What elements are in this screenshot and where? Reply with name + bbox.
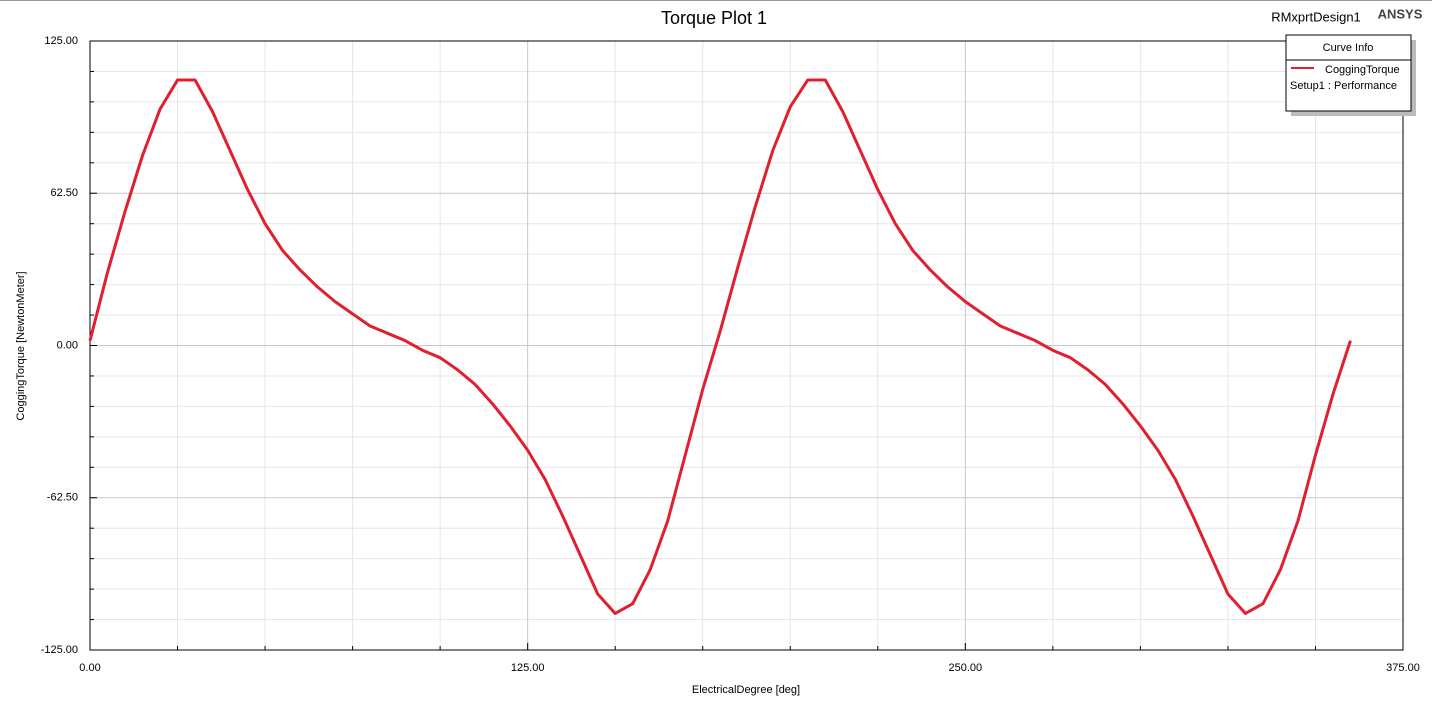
brand: ANSYS: [1378, 6, 1423, 21]
x-tick-label: 375.00: [1386, 662, 1420, 674]
data-line: [88, 78, 1352, 615]
plot-area: 0.00 125.00 250.00 375.00 -125.00 -62.50 0.00 6…: [41, 35, 1420, 674]
y-axis-label: CoggingTorque [NewtonMeter]: [15, 271, 27, 420]
design-name: RMxprtDesign1: [1271, 9, 1361, 24]
plot-frame: [89, 40, 1404, 651]
legend: Curve Info CoggingTorque Setup1 : Perfor…: [1285, 34, 1416, 116]
x-axis-label: ElectricalDegree [deg]: [692, 684, 800, 696]
y-tick-label: 0.00: [57, 339, 78, 351]
legend-title: Curve Info: [1323, 42, 1374, 54]
y-tick-label: -125.00: [41, 644, 78, 656]
x-tick-label: 250.00: [949, 662, 983, 674]
legend-box: [1285, 34, 1412, 112]
legend-entry: CoggingTorque: [1325, 64, 1400, 76]
y-tick-label: 125.00: [44, 35, 78, 47]
x-tick-label: 0.00: [79, 662, 100, 674]
chart-title: Torque Plot 1: [661, 8, 767, 28]
x-tick-label: 125.00: [511, 662, 545, 674]
y-tick-label: 62.50: [50, 187, 78, 199]
legend-subtitle: Setup1 : Performance: [1290, 80, 1397, 92]
y-tick-label: -62.50: [47, 492, 78, 504]
